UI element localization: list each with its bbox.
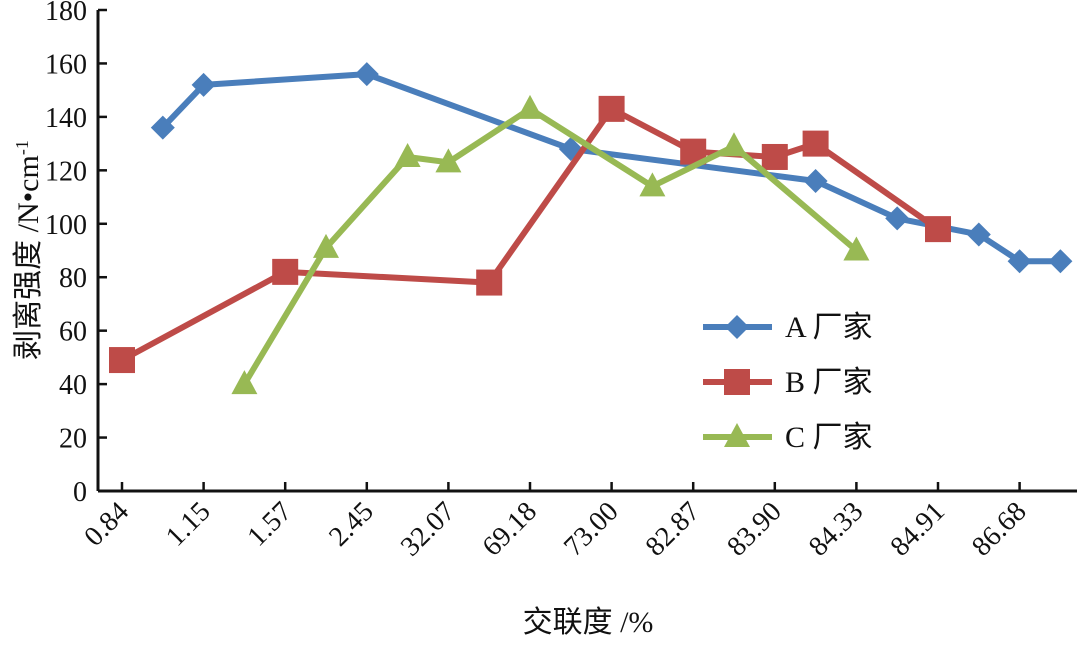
- y-tick-label: 60: [59, 317, 87, 348]
- x-tick-label: 83.90: [721, 496, 787, 562]
- data-point: [313, 233, 339, 258]
- data-point: [191, 72, 216, 97]
- y-tick-label: 20: [59, 424, 87, 455]
- series-c: [231, 94, 870, 395]
- x-tick-label: 1.57: [242, 496, 299, 553]
- axes-layer: [96, 10, 1077, 493]
- y-tick-label: 40: [59, 370, 87, 401]
- x-tick-label: 32.07: [395, 496, 461, 562]
- legend: A 厂家 B 厂家 C 厂家: [703, 311, 873, 454]
- legend-label: B 厂家: [785, 366, 873, 399]
- x-tick-label: 73.00: [558, 496, 624, 562]
- x-tick-label: 1.15: [160, 496, 217, 553]
- data-point: [885, 206, 910, 231]
- data-point: [761, 143, 788, 170]
- x-tick-label: 2.45: [323, 496, 380, 553]
- x-tick-label: 69.18: [476, 496, 542, 562]
- y-axis-title: 剥离强度 /N•cm-1: [12, 140, 45, 360]
- data-point: [598, 95, 625, 122]
- series-layer: [109, 62, 1073, 395]
- legend-label: A 厂家: [785, 311, 873, 344]
- data-point: [843, 236, 870, 261]
- data-point: [476, 269, 503, 296]
- data-point: [803, 169, 828, 194]
- y-ticks: 0 20 40 60 80 100 120 140 160 180: [45, 0, 107, 508]
- legend-item: A 厂家: [703, 311, 873, 344]
- legend-item: B 厂家: [703, 366, 873, 399]
- series-line: [241, 105, 860, 388]
- y-tick-label: 140: [45, 103, 87, 134]
- x-ticks: 0.84 1.15 1.57 2.45 32.07 69.18 73.00 82.87 83.9…: [78, 482, 1033, 562]
- data-point: [721, 132, 747, 157]
- data-point: [354, 62, 379, 87]
- y-axis-title-main: 剥离强度 /N•cm: [12, 155, 45, 360]
- data-point: [925, 216, 951, 243]
- data-point: [231, 370, 258, 395]
- x-tick-label: 82.87: [640, 496, 706, 562]
- data-point: [802, 130, 829, 157]
- data-point: [1007, 249, 1032, 274]
- legend-marker: [725, 315, 749, 339]
- legend-marker: [724, 423, 750, 447]
- x-tick-label: 86.68: [966, 496, 1032, 562]
- series-b: [109, 95, 951, 374]
- y-tick-label: 100: [45, 210, 87, 241]
- data-point: [394, 142, 421, 167]
- x-tick-label: 84.33: [803, 496, 869, 562]
- data-point: [150, 115, 175, 140]
- y-axis-title-superscript: -1: [12, 140, 32, 155]
- y-tick-label: 160: [45, 49, 87, 80]
- legend-item: C 厂家: [703, 421, 873, 454]
- data-point: [272, 258, 299, 285]
- data-point: [1048, 249, 1073, 274]
- data-point: [639, 172, 666, 197]
- legend-marker: [724, 369, 750, 395]
- data-point: [435, 148, 462, 173]
- y-tick-label: 180: [45, 0, 87, 27]
- x-axis-title: 交联度 /%: [523, 606, 654, 639]
- y-tick-label: 0: [73, 477, 87, 508]
- series-a: [150, 62, 1073, 274]
- x-tick-label: 84.91: [884, 496, 950, 562]
- y-tick-label: 80: [59, 263, 87, 294]
- data-point: [966, 222, 991, 247]
- y-tick-label: 120: [45, 156, 87, 187]
- data-point: [517, 94, 543, 119]
- data-point: [109, 347, 135, 374]
- legend-label: C 厂家: [785, 421, 873, 454]
